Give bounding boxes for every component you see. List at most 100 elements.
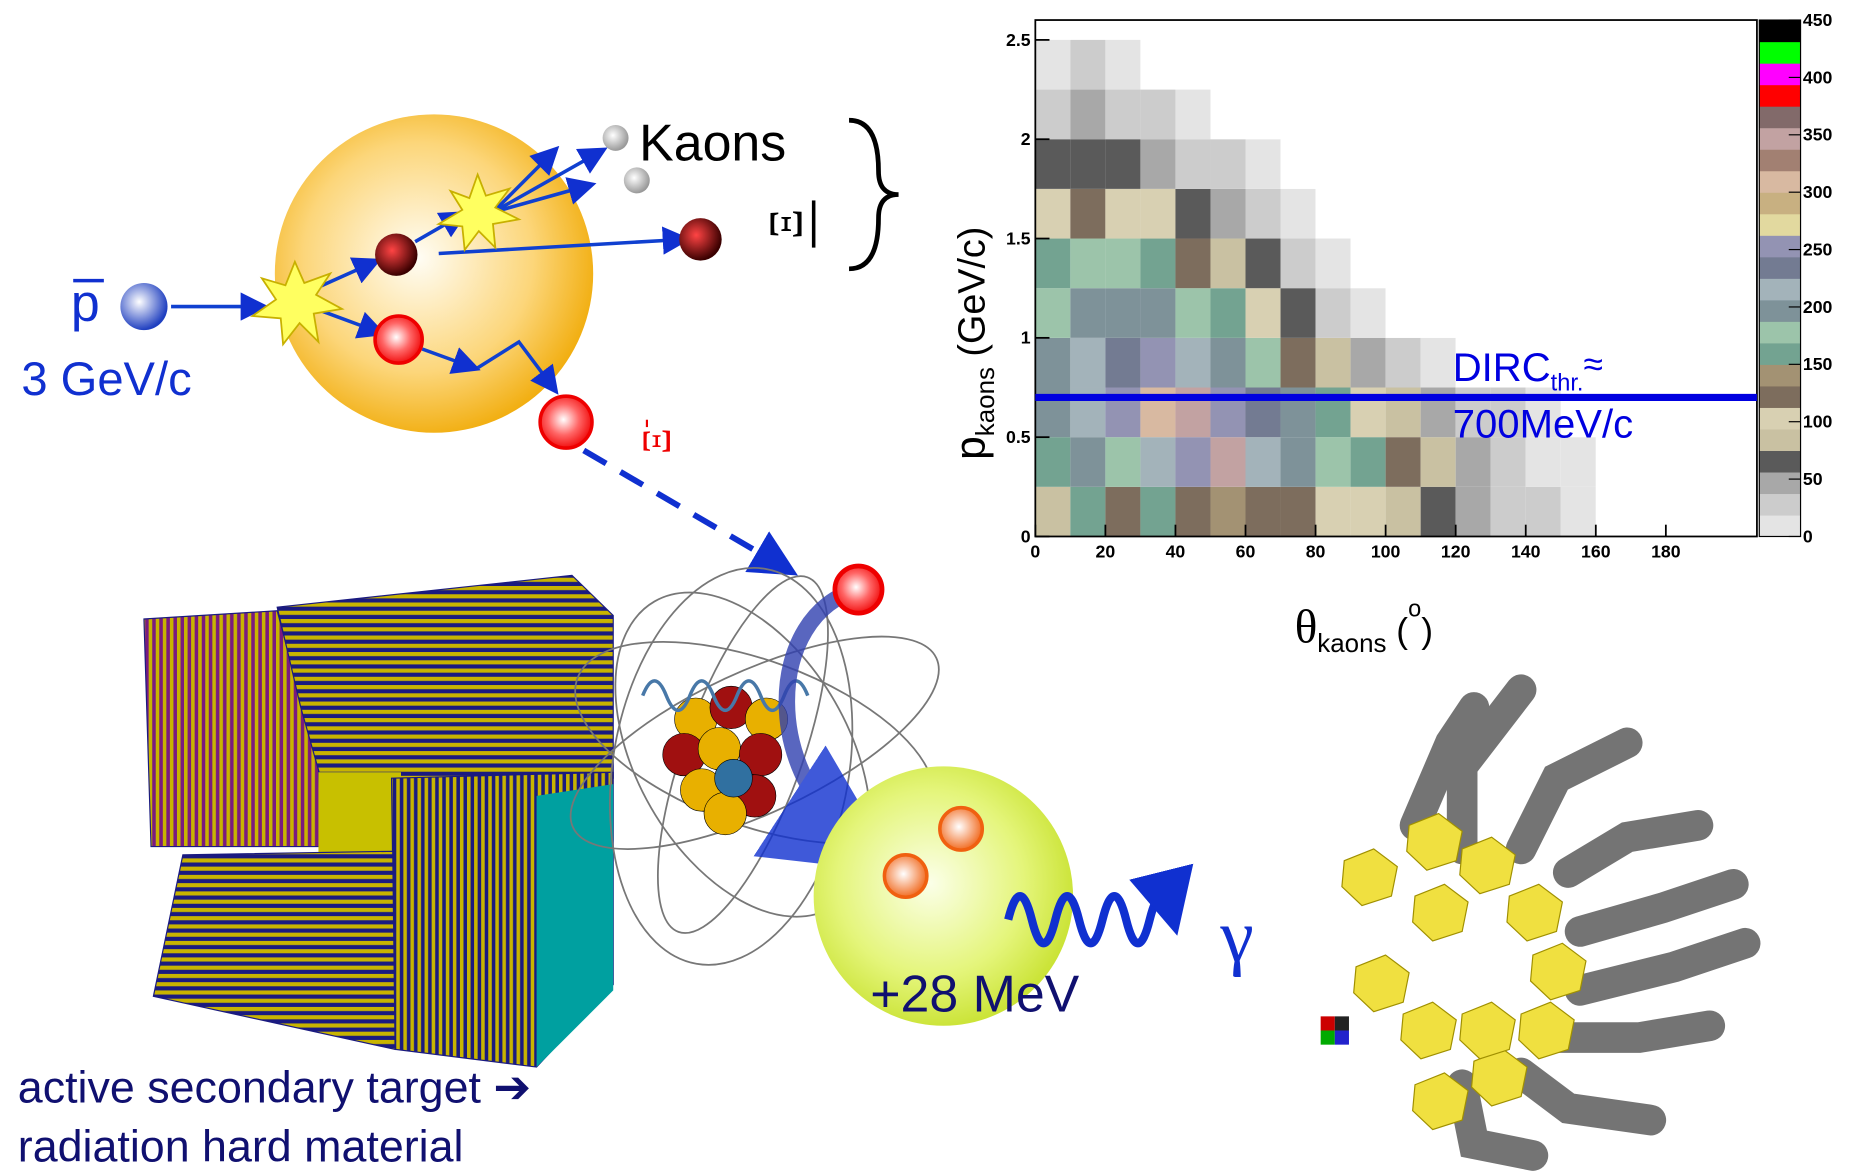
colorbar-band (1759, 321, 1800, 343)
z-tick-label: 350 (1803, 125, 1833, 145)
heat-cell (1281, 288, 1316, 338)
colorbar-band (1759, 407, 1800, 429)
colorbar-band (1759, 85, 1800, 107)
heat-cell (1456, 90, 1491, 140)
z-tick-label: 150 (1803, 354, 1833, 374)
heat-cell (1105, 40, 1140, 90)
x-tick-label: 80 (1306, 542, 1326, 562)
gamma-label: γ (1219, 895, 1253, 978)
heat-cell (1105, 139, 1140, 189)
heat-cell (1210, 239, 1245, 289)
heat-cell (1140, 189, 1175, 239)
heat-cell (1351, 437, 1386, 487)
heat-cell (1175, 338, 1210, 388)
z-tick-label: 50 (1803, 469, 1823, 489)
colorbar-band (1759, 149, 1800, 171)
colorbar-band (1759, 429, 1800, 451)
heat-cell (1561, 139, 1596, 189)
heat-cell (1386, 189, 1421, 239)
z-tick-label: 100 (1803, 412, 1833, 432)
threshold-label-part: ≈ (1583, 345, 1602, 384)
xi-minus-ball (540, 396, 592, 448)
heat-cell (1386, 90, 1421, 140)
heat-cell (1351, 90, 1386, 140)
reaction-diagram: p 3 GeV/c Kaons Ξ Ξ- (21, 113, 898, 569)
heat-cell (1456, 288, 1491, 338)
xi-minus-charge: - (629, 419, 660, 428)
x-tick-label: 40 (1166, 542, 1186, 562)
x-tick-label: 20 (1096, 542, 1116, 562)
heat-cell (1596, 487, 1631, 537)
y-axis-label-part: (GeV/c) (951, 227, 993, 367)
heat-cell (1491, 189, 1526, 239)
heat-cell (1210, 288, 1245, 338)
heat-cell (1596, 90, 1631, 140)
heat-cell (1561, 90, 1596, 140)
heat-cell (1316, 90, 1351, 140)
heat-cell (1561, 288, 1596, 338)
z-tick-label: 300 (1803, 182, 1833, 202)
antiproton-label: p (71, 274, 100, 332)
heat-cell (1140, 239, 1175, 289)
beam-momentum: 3 GeV/c (21, 352, 191, 405)
heat-cell (1035, 487, 1070, 537)
heat-cell (1316, 487, 1351, 537)
heat-cell (1035, 437, 1070, 487)
heat-cell (1105, 487, 1140, 537)
z-tick-label: 200 (1803, 297, 1833, 317)
heat-cell (1456, 40, 1491, 90)
heat-cell (1421, 40, 1456, 90)
heat-cell (1035, 40, 1070, 90)
heat-cell (1316, 40, 1351, 90)
x-tick-label: 160 (1581, 542, 1611, 562)
heat-cell (1175, 139, 1210, 189)
colorbar-band (1759, 106, 1800, 128)
heat-cell (1526, 139, 1561, 189)
x-tick-label: 180 (1651, 542, 1681, 562)
colorbar-band (1759, 343, 1800, 365)
threshold-label: 700MeV/c (1453, 403, 1633, 447)
xi-bar-ball (679, 218, 721, 260)
heat-cell (1105, 189, 1140, 239)
heat-cell (1421, 90, 1456, 140)
heat-cell (1210, 90, 1245, 140)
x-axis-label-part: ) (1421, 612, 1433, 651)
x-tick-label: 140 (1511, 542, 1541, 562)
heat-cell (1596, 189, 1631, 239)
heat-cell (1105, 338, 1140, 388)
x-axis-label-part: kaons (1317, 630, 1386, 658)
colorbar-band (1759, 235, 1800, 257)
heat-cell (1456, 487, 1491, 537)
kaons-label: Kaons (639, 113, 786, 171)
colorbar-band (1759, 515, 1800, 537)
heat-cell (1526, 239, 1561, 289)
heat-cell (1596, 139, 1631, 189)
heat-cell (1491, 239, 1526, 289)
y-tick-label: 1 (1021, 328, 1031, 348)
x-axis-label: θkaons (o) (1295, 596, 1433, 658)
heat-cell (1246, 239, 1281, 289)
heat-cell (1035, 288, 1070, 338)
heat-cell (1210, 487, 1245, 537)
heat-cell (1526, 40, 1561, 90)
y-axis-label-part: p (947, 436, 994, 460)
xi-minus-ball (375, 316, 422, 363)
z-tick-label: 0 (1803, 526, 1813, 546)
heat-cell (1035, 338, 1070, 388)
y-axis-label: pkaons (GeV/c) (947, 227, 1000, 460)
heat-cell (1351, 487, 1386, 537)
colorbar-band (1759, 214, 1800, 236)
y-tick-label: 1.5 (1006, 228, 1031, 248)
kaon-ball (603, 125, 629, 151)
colorbar-band (1759, 493, 1800, 515)
heat-cell (1281, 90, 1316, 140)
heat-cell (1105, 239, 1140, 289)
heat-cell (1386, 40, 1421, 90)
secondary-target (144, 575, 613, 1067)
heat-cell (1210, 139, 1245, 189)
heat-cell (1175, 288, 1210, 338)
z-tick-label: 250 (1803, 239, 1833, 259)
colorbar-band (1759, 450, 1800, 472)
heat-cell (1281, 239, 1316, 289)
colorbar-band (1759, 257, 1800, 279)
